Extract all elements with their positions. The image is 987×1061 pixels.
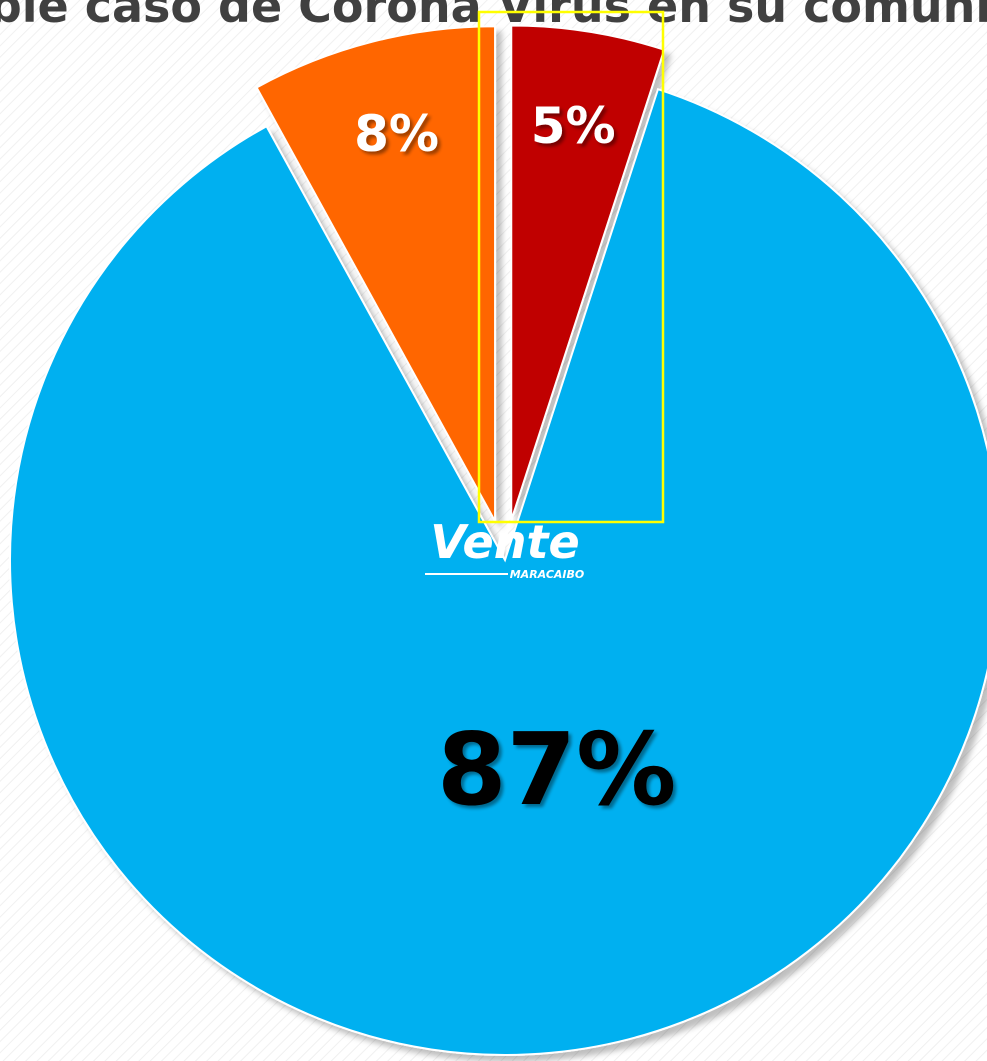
pie-slice: [255, 25, 497, 522]
data-label: 8%: [354, 105, 439, 163]
data-label: 5%: [531, 97, 616, 155]
logo-subtitle: MARACAIBO: [510, 568, 585, 581]
pie-slice: [9, 87, 987, 1056]
logo-name: Vente: [430, 515, 579, 569]
highlight-box: [477, 10, 665, 524]
pie: [9, 24, 987, 1056]
logo: Vente MARACAIBO: [425, 515, 584, 581]
pie-slice: [510, 24, 666, 521]
labels: 5% 87% 8%: [354, 97, 676, 828]
data-label: 87%: [437, 711, 676, 828]
